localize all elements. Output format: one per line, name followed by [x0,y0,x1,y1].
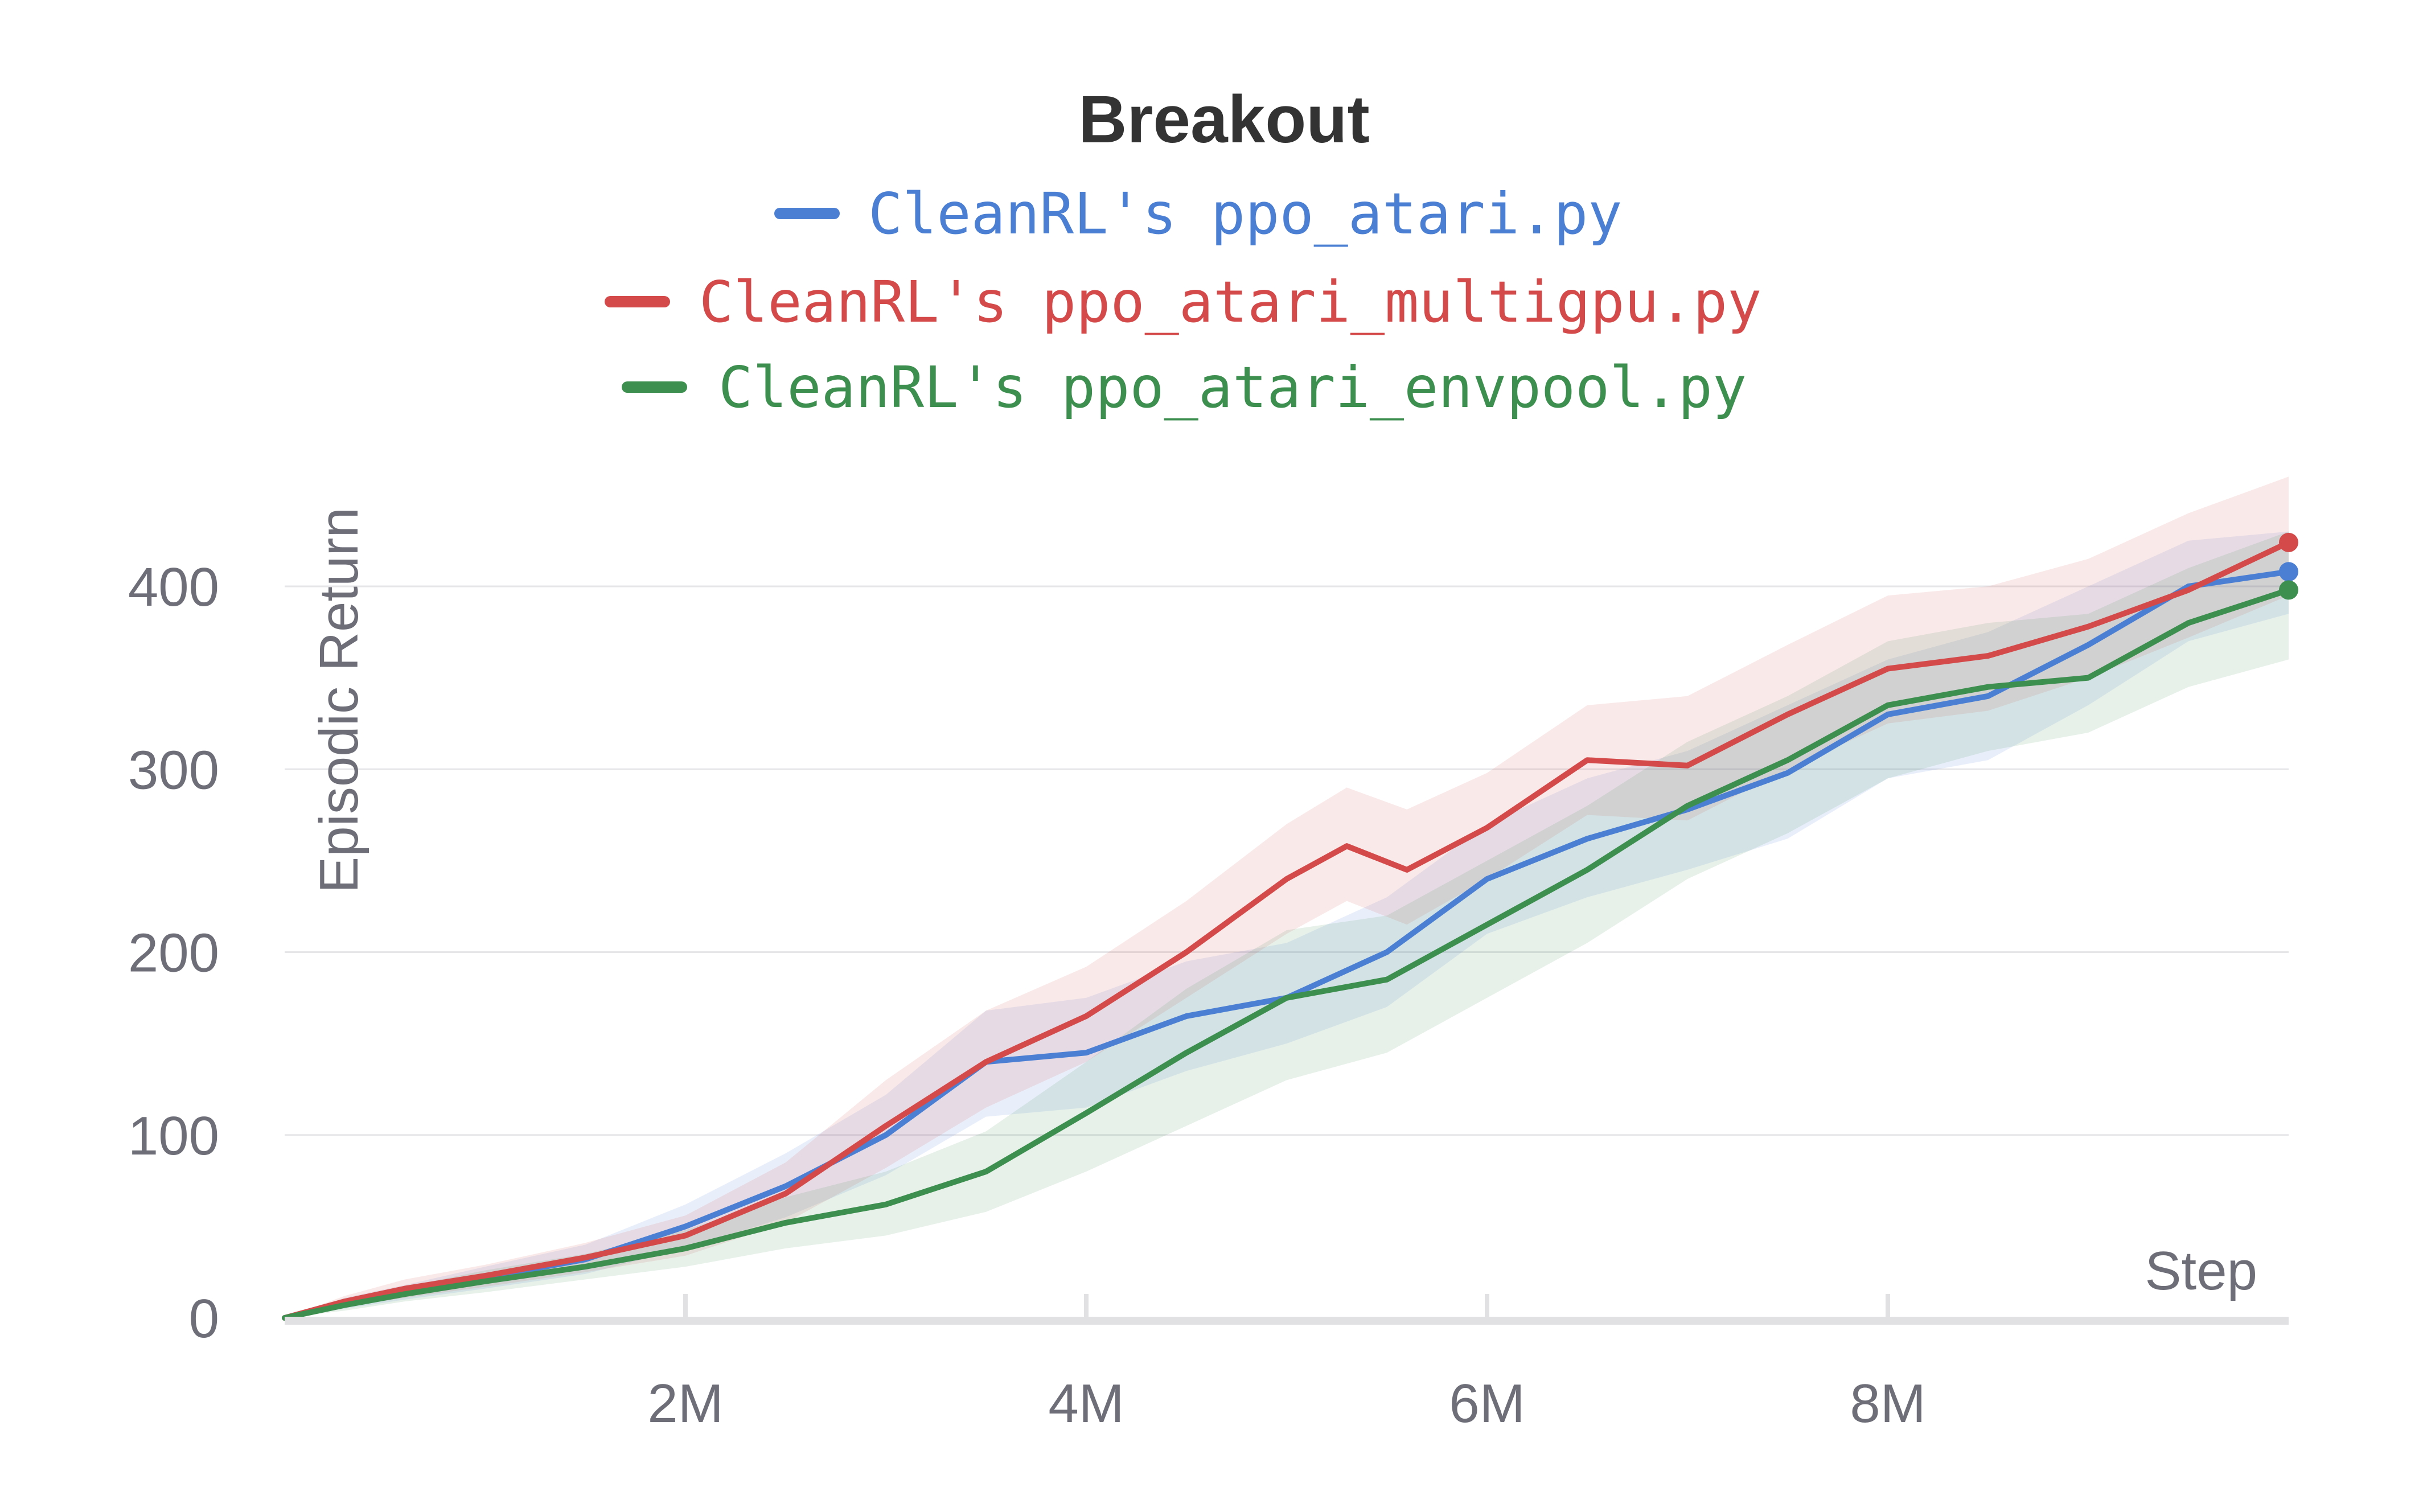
legend-item-ppo-atari-multigpu[interactable]: CleanRL's ppo_atari_multigpu.py [605,269,1761,335]
endpoint-marker-0 [2279,562,2298,582]
x-tick-label: 6M [1449,1373,1525,1434]
y-tick-label: 400 [128,557,219,618]
series-endpoints [2279,532,2298,600]
x-tick-label: 2M [647,1373,723,1434]
endpoint-marker-1 [2279,532,2298,552]
x-axis-label: Step [2145,1240,2257,1301]
series-line-1 [282,539,2291,1321]
endpoint-marker-2 [2279,580,2298,600]
y-axis-label: Episodic Return [309,507,369,893]
confidence-band-0 [285,531,2289,1318]
x-tick-label: 8M [1850,1373,1925,1434]
gridlines [285,585,2289,1136]
legend-item-ppo-atari-envpool[interactable]: CleanRL's ppo_atari_envpool.py [622,354,1747,421]
confidence-bands [285,476,2289,1318]
chart-title: Breakout [1078,82,1369,157]
legend-label-ppo-atari-envpool: CleanRL's ppo_atari_envpool.py [718,354,1747,421]
x-axis: 2M 4M 6M 8M [285,1294,2289,1434]
legend-label-ppo-atari: CleanRL's ppo_atari.py [868,180,1623,247]
legend-item-ppo-atari[interactable]: CleanRL's ppo_atari.py [774,180,1623,247]
y-tick-label: 100 [128,1106,219,1166]
y-tick-label: 0 [189,1288,219,1349]
series-lines [282,539,2291,1321]
series-line-2 [282,587,2291,1321]
y-axis-ticks: 0 100 200 300 400 [128,557,219,1349]
x-tick-label: 4M [1048,1373,1124,1434]
legend-label-ppo-atari-multigpu: CleanRL's ppo_atari_multigpu.py [699,269,1761,335]
y-tick-label: 200 [128,923,219,984]
confidence-band-1 [285,476,2289,1318]
y-tick-label: 300 [128,739,219,800]
legend: CleanRL's ppo_atari.py CleanRL's ppo_ata… [605,180,1761,421]
confidence-band-2 [285,531,2289,1318]
